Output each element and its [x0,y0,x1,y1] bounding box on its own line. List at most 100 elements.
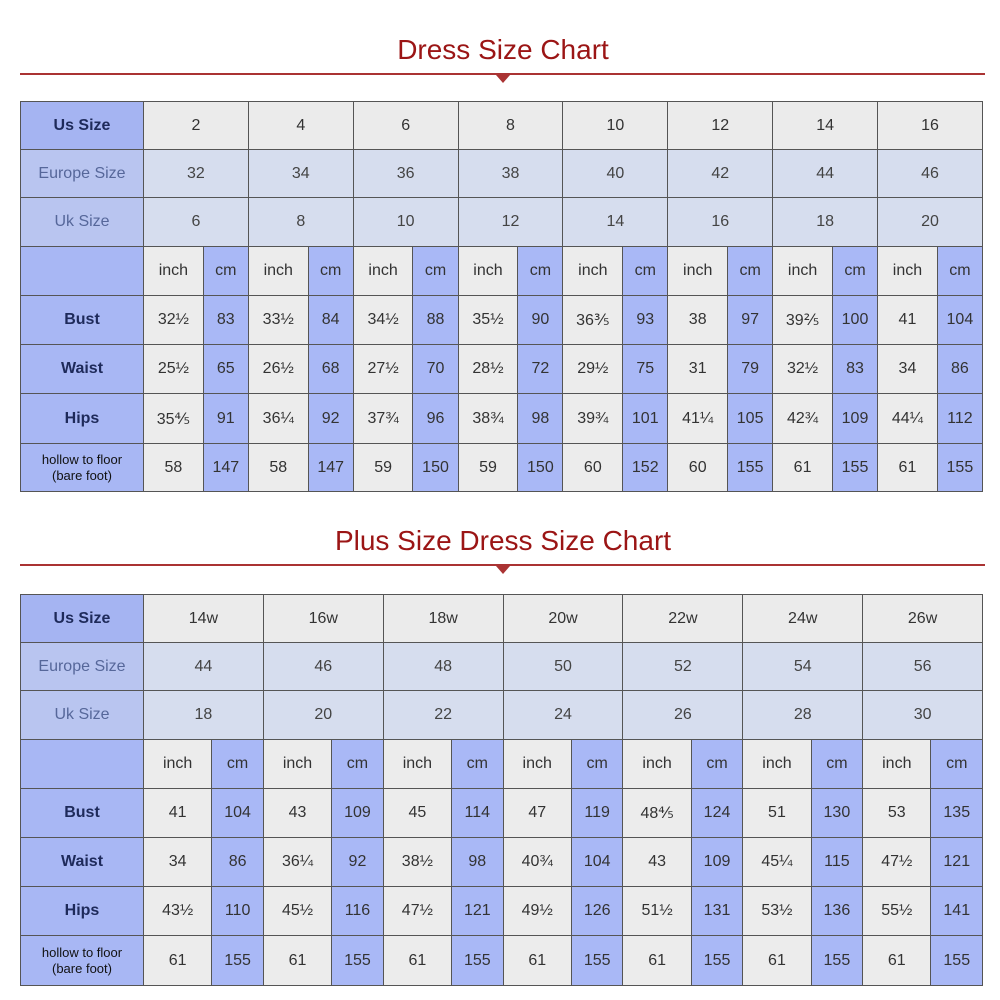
value-cell: 155 [570,935,624,986]
value-cell: 92 [331,837,384,887]
size-cell: 20 [262,690,384,740]
value-cell: 60 [667,443,729,492]
value-cell: 109 [331,788,384,838]
size-table: Us Size 14w 16w 18w 20w 22w 24w 26w Europe Size 4… [20,594,984,986]
row-label: Europe Size [20,149,144,198]
size-cell: 12 [667,101,774,150]
size-table: Us Size 2 4 6 8 10 12 14 16 Europe Size 32 34 36 38 40… [20,101,983,492]
table-row: inch cm inch cm inch cm inch cm inch cm inch cm inch… [20,246,983,296]
value-cell: 155 [211,935,264,986]
value-cell: 41 [142,788,213,838]
value-cell: 36¼ [247,393,309,444]
value-cell: 155 [690,935,744,986]
value-cell: 79 [727,344,774,394]
value-cell: 61 [742,935,812,986]
value-cell: 51 [742,788,812,838]
unit-cell: cm [622,246,669,296]
value-cell: 116 [331,886,384,936]
value-cell: 61 [877,443,938,492]
value-cell: 121 [930,837,984,887]
size-cell: 32 [143,149,249,198]
value-cell: 147 [307,443,354,492]
value-cell: 35⅘ [143,393,204,444]
table-row: Europe Size 32 34 36 38 40 42 44 46 [20,149,983,198]
value-cell: 141 [930,886,984,936]
value-cell: 29½ [562,344,624,394]
value-cell: 84 [307,295,354,345]
size-cell: 24w [742,594,864,643]
value-cell: 124 [690,788,744,838]
value-cell: 43½ [142,886,213,936]
value-cell: 34 [142,837,213,887]
row-label-line: Bust [64,804,100,821]
value-cell: 38¾ [457,393,519,444]
value-cell: 44¼ [877,393,938,444]
unit-cell: cm [307,246,354,296]
size-cell: 34 [247,149,354,198]
value-cell: 86 [936,344,983,394]
value-cell: 93 [622,295,669,345]
value-cell: 101 [622,393,669,444]
value-cell: 155 [331,935,384,986]
row-label [20,739,144,789]
value-cell: 83 [831,344,879,394]
size-cell: 46 [262,642,384,691]
value-cell: 152 [622,443,669,492]
unit-cell: inch [382,739,453,789]
row-label: Bust [20,295,144,345]
chart-title: Dress Size Chart [397,34,609,65]
value-cell: 115 [810,837,864,887]
size-cell: 52 [622,642,744,691]
value-cell: 61 [142,935,213,986]
value-cell: 47 [502,788,572,838]
table-row: Uk Size 6 8 10 12 14 16 18 20 [20,197,983,247]
unit-cell: inch [247,246,309,296]
row-label-line: Bust [64,311,100,328]
value-cell: 70 [412,344,459,394]
unit-cell: cm [810,739,864,789]
divider [20,564,985,566]
value-cell: 47½ [382,886,453,936]
size-cell: 8 [247,197,354,247]
value-cell: 155 [727,443,774,492]
unit-cell: inch [622,739,692,789]
value-cell: 104 [570,837,624,887]
value-cell: 32½ [143,295,204,345]
size-cell: 10 [562,101,669,150]
value-cell: 72 [517,344,564,394]
value-cell: 61 [862,935,932,986]
value-cell: 31 [667,344,729,394]
value-cell: 45¼ [742,837,812,887]
value-cell: 40¾ [502,837,572,887]
row-label-line: Hips [64,902,100,919]
table-row: Waist 34 86 36¼ 92 38½ 98 40¾ 104 43 109 45¼ 115 47½ 1… [20,837,984,887]
value-cell: 121 [451,886,504,936]
unit-cell: cm [570,739,624,789]
row-label: Uk Size [20,690,144,740]
value-cell: 48⅘ [622,788,692,838]
value-cell: 86 [211,837,264,887]
value-cell: 136 [810,886,864,936]
row-label: Bust [20,788,144,838]
value-cell: 38 [667,295,729,345]
row-label: Hips [20,886,144,936]
value-cell: 25½ [143,344,204,394]
table-row: inch cm inch cm inch cm inch cm inch cm inch cm inch… [20,739,984,789]
unit-cell: inch [742,739,812,789]
value-cell: 126 [570,886,624,936]
value-cell: 155 [810,935,864,986]
size-cell: 10 [352,197,459,247]
size-cell: 6 [352,101,459,150]
value-cell: 61 [772,443,833,492]
value-cell: 90 [517,295,564,345]
chart-title: Plus Size Dress Size Chart [334,525,672,556]
table-row: Hips 35⅘ 91 36¼ 92 37¾ 96 38¾ 98 39¾ 101 41¼ 105 42¾ 1… [20,393,983,444]
unit-cell: cm [331,739,384,789]
unit-cell: cm [211,739,264,789]
size-cell: 24 [502,690,624,740]
value-cell: 98 [517,393,564,444]
value-cell: 100 [831,295,879,345]
unit-cell: cm [936,246,983,296]
value-cell: 155 [451,935,504,986]
